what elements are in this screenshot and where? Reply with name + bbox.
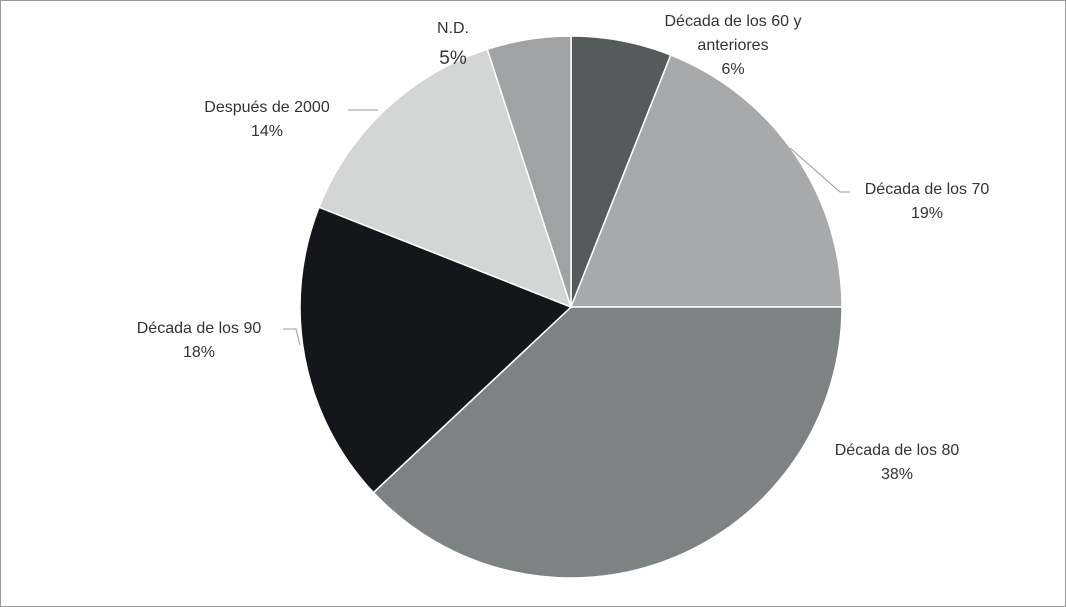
category-label: Década de los 80 bbox=[834, 442, 960, 459]
data-label: N.D. 5% bbox=[403, 17, 503, 71]
data-label: Década de los 70 19% bbox=[827, 178, 1027, 226]
value-label: 5% bbox=[439, 48, 467, 69]
value-label: 6% bbox=[721, 61, 745, 78]
category-label: Década de los 70 bbox=[864, 181, 990, 198]
pie-slice bbox=[299, 206, 573, 494]
value-label: 19% bbox=[910, 205, 944, 222]
pie-slice bbox=[569, 54, 843, 308]
category-label: N.D. bbox=[437, 20, 469, 37]
data-label: Década de los 90 18% bbox=[99, 317, 299, 365]
category-label: Década de los 60 y anteriores bbox=[664, 13, 802, 54]
data-label: Década de los 60 y anteriores 6% bbox=[648, 10, 818, 82]
category-label: Después de 2000 bbox=[204, 99, 330, 116]
data-label: Década de los 80 38% bbox=[797, 439, 997, 487]
category-label: Década de los 90 bbox=[136, 320, 262, 337]
value-label: 14% bbox=[250, 123, 284, 140]
value-label: 38% bbox=[880, 466, 914, 483]
leader-line bbox=[283, 328, 301, 346]
data-label: Después de 2000 14% bbox=[167, 96, 367, 144]
leader-line bbox=[789, 147, 850, 193]
value-label: 18% bbox=[182, 344, 216, 361]
pie-slice bbox=[372, 306, 843, 579]
pie-slice bbox=[486, 35, 572, 308]
